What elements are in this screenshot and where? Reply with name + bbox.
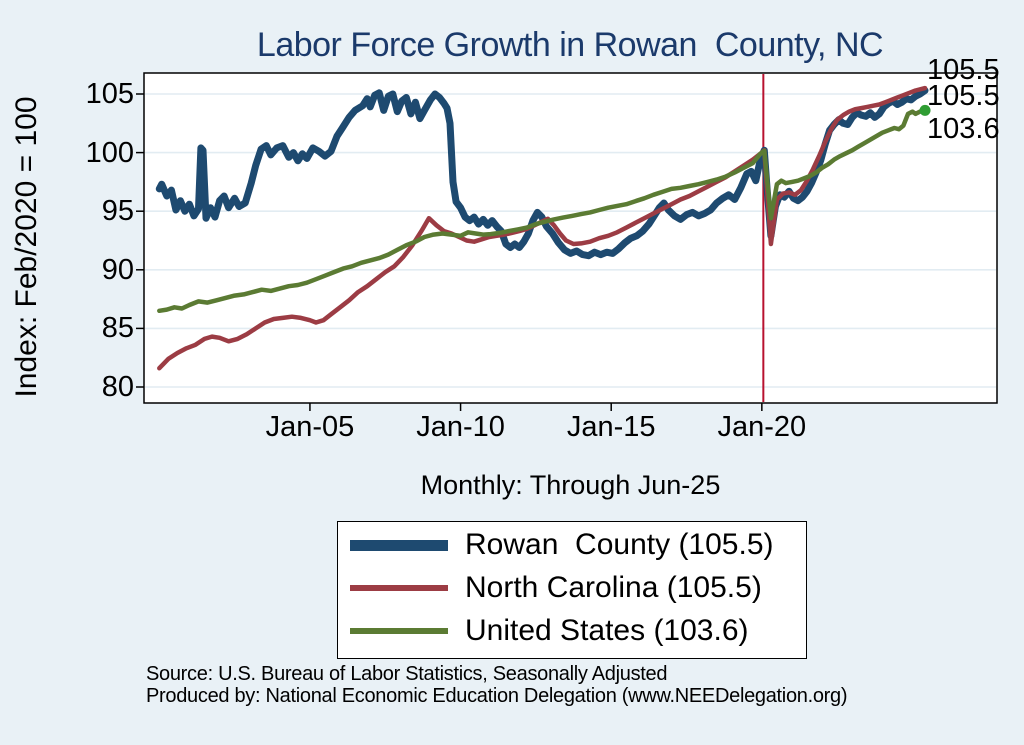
series-end-value-label: 105.5 — [927, 54, 1000, 86]
producer-line: Produced by: National Economic Education… — [146, 685, 848, 707]
source-line: Source: U.S. Bureau of Labor Statistics,… — [146, 663, 668, 685]
plot-border — [143, 72, 998, 404]
y-tick-label: 80 — [101, 371, 134, 403]
y-tick-label: 100 — [85, 136, 134, 169]
y-tick-label: 105 — [85, 78, 134, 110]
x-tick-label: Jan-15 — [566, 411, 656, 443]
x-tick-label: Jan-20 — [717, 411, 807, 443]
legend-line-swatch-nc — [350, 585, 448, 591]
chart-title: Labor Force Growth in Rowan County, NC — [256, 26, 884, 64]
us-end-marker — [919, 104, 931, 116]
legend-item: North Carolina (105.5) — [350, 568, 806, 608]
plot-background — [144, 73, 997, 403]
source-note: Source: U.S. Bureau of Labor Statistics,… — [146, 663, 1006, 707]
x-tick-label: Jan-05 — [265, 411, 355, 443]
series-end-value-label: 105.5 — [927, 80, 1000, 112]
legend-label: United States (103.6) — [465, 614, 749, 647]
legend-item: Rowan County (105.5) — [350, 525, 806, 565]
y-tick-label: 90 — [101, 253, 134, 286]
y-tick-label: 85 — [101, 312, 134, 345]
series-line-rowan — [155, 87, 929, 260]
chart-subtitle: Monthly: Through Jun-25 — [420, 470, 721, 500]
x-tick-label: Jan-10 — [416, 411, 505, 443]
series-line-nc — [157, 85, 928, 371]
series-line-us — [157, 108, 928, 314]
legend-label: Rowan County (105.5) — [465, 528, 774, 561]
y-tick-label: 95 — [101, 195, 134, 228]
legend: Rowan County (105.5) North Carolina (105.… — [337, 521, 807, 659]
series-end-value-label: 103.6 — [927, 113, 1000, 145]
legend-label: North Carolina (105.5) — [465, 571, 762, 604]
legend-item: United States (103.6) — [350, 611, 806, 651]
legend-line-swatch-us — [350, 628, 448, 634]
legend-line-swatch-rowan — [350, 539, 448, 551]
